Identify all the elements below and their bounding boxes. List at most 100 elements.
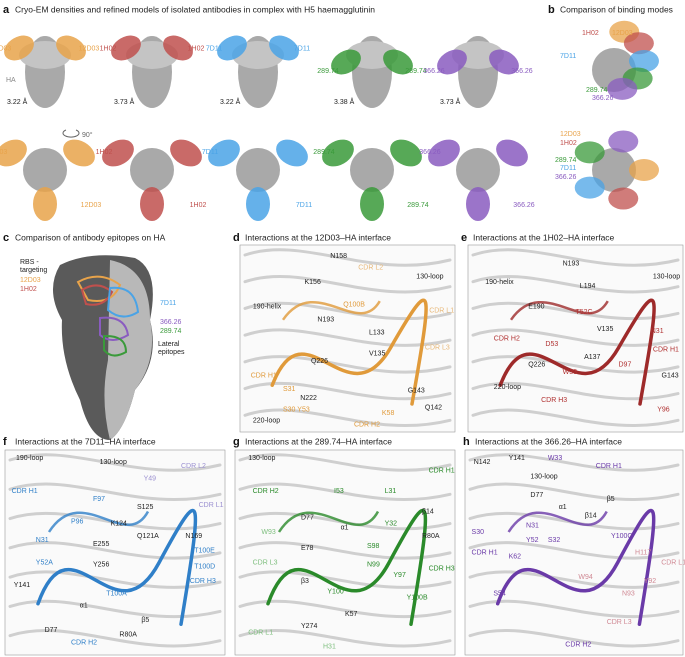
label: 289.74 (586, 87, 608, 94)
label: Lateral (158, 341, 180, 348)
label: D77 (45, 627, 58, 634)
antibody-density (360, 187, 384, 221)
label: β3 (301, 578, 309, 585)
label: 7D11 (560, 53, 576, 60)
label: S30 (472, 529, 485, 536)
label: 289.74 (555, 157, 577, 164)
label: Y100C (611, 533, 632, 540)
antibody-ribbon (281, 300, 381, 321)
label: E255 (93, 541, 109, 548)
antibody-density (63, 139, 95, 167)
label: 366.26 (555, 174, 577, 181)
ha-ribbon (471, 301, 680, 321)
label: Y256 (93, 562, 109, 569)
label: CDR H2 (494, 335, 520, 342)
label: N31 (36, 537, 49, 544)
label: T100D (194, 564, 215, 571)
label: F97 (93, 496, 105, 503)
antibody-density (496, 139, 528, 167)
label: N158 (330, 253, 347, 260)
ha-density (23, 148, 67, 192)
label: β5 (141, 617, 149, 624)
label: HA (6, 77, 16, 84)
label: K57 (345, 611, 358, 618)
label: 130-loop (248, 455, 275, 462)
antibody-density (383, 49, 413, 75)
label: CDR H2 (565, 642, 591, 649)
ha-ribbon (243, 355, 452, 374)
label: Y52A (36, 560, 53, 567)
rotate-arrow (62, 129, 80, 138)
label: W33 (548, 455, 563, 462)
label: S98 (367, 543, 380, 550)
ha-ribbon (471, 248, 680, 267)
label: Comparison of antibody epitopes on HA (15, 232, 166, 242)
label: 1H02 (100, 46, 117, 53)
antibody-density (111, 35, 141, 61)
label: Q226 (528, 362, 545, 369)
label: 3.22 Å (7, 97, 28, 106)
ha-ribbon (243, 408, 452, 428)
label: S32 (548, 537, 561, 544)
label: W93 (261, 529, 276, 536)
label: P96 (71, 519, 84, 526)
ha-ribbon (468, 511, 680, 531)
ha-ribbon (8, 453, 222, 472)
label: β14 (422, 508, 434, 515)
label: CDR L3 (253, 560, 278, 567)
antibody-density (428, 139, 460, 167)
label: β14 (585, 512, 597, 519)
antibody-ribbon (495, 508, 656, 626)
label: 12D03 (79, 46, 100, 53)
antibody-density (33, 187, 57, 221)
label: N99 (367, 562, 380, 569)
label: α1 (559, 504, 567, 511)
label: D77 (530, 492, 543, 499)
antibody-ribbon (270, 298, 428, 406)
label: R80A (119, 631, 137, 638)
ha-ribbon (8, 541, 222, 560)
label: CDR H1 (429, 467, 455, 474)
label: CDR L2 (181, 463, 206, 470)
label: Interactions at the 12D03–HA interface (245, 232, 391, 242)
label: R80A (422, 533, 440, 540)
label: Y97 (393, 572, 406, 579)
label: N142 (474, 459, 491, 466)
antibody-density (437, 49, 467, 75)
label: 7D11 (294, 46, 310, 53)
label: 1H02 (188, 46, 205, 53)
label: CDR L3 (607, 619, 632, 626)
label: N193 (563, 261, 580, 268)
ha-ribbon (243, 381, 452, 401)
label: 1H02 (560, 140, 577, 147)
label: 12D03 (20, 277, 41, 284)
label: N31 (651, 328, 664, 335)
antibody-density (489, 49, 519, 75)
label: D77 (301, 514, 314, 521)
epitope (76, 275, 122, 302)
label: 289.74 (313, 149, 335, 156)
label: K58 (382, 410, 395, 417)
ha-ribbon (238, 628, 452, 648)
label: D97 (619, 362, 632, 369)
antibody-density (140, 187, 164, 221)
label: CDR H2 (253, 488, 279, 495)
label: N93 (622, 590, 635, 597)
ha-ribbon (468, 599, 680, 619)
label: 1H02 (582, 30, 599, 37)
ha-surface-light (104, 260, 153, 440)
label: 12D03 (560, 131, 581, 138)
antibody-density (331, 49, 361, 75)
label: 289.74 (317, 68, 339, 75)
label: 90° (82, 131, 93, 139)
label: 7D11 (202, 149, 218, 156)
label: 220-loop (253, 418, 280, 425)
label: CDR L3 (425, 345, 450, 352)
ha-ribbon (238, 511, 452, 531)
ha-ribbon (243, 301, 452, 321)
label: Y52 (526, 537, 539, 544)
label: CDR H3 (429, 566, 455, 573)
label: E190 (528, 304, 544, 311)
label: Interactions at the 7D11–HA interface (15, 436, 156, 446)
